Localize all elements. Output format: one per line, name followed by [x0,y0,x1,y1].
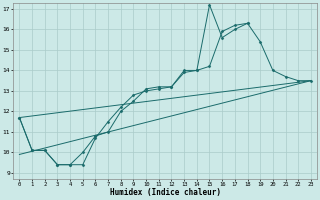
X-axis label: Humidex (Indice chaleur): Humidex (Indice chaleur) [110,188,220,197]
